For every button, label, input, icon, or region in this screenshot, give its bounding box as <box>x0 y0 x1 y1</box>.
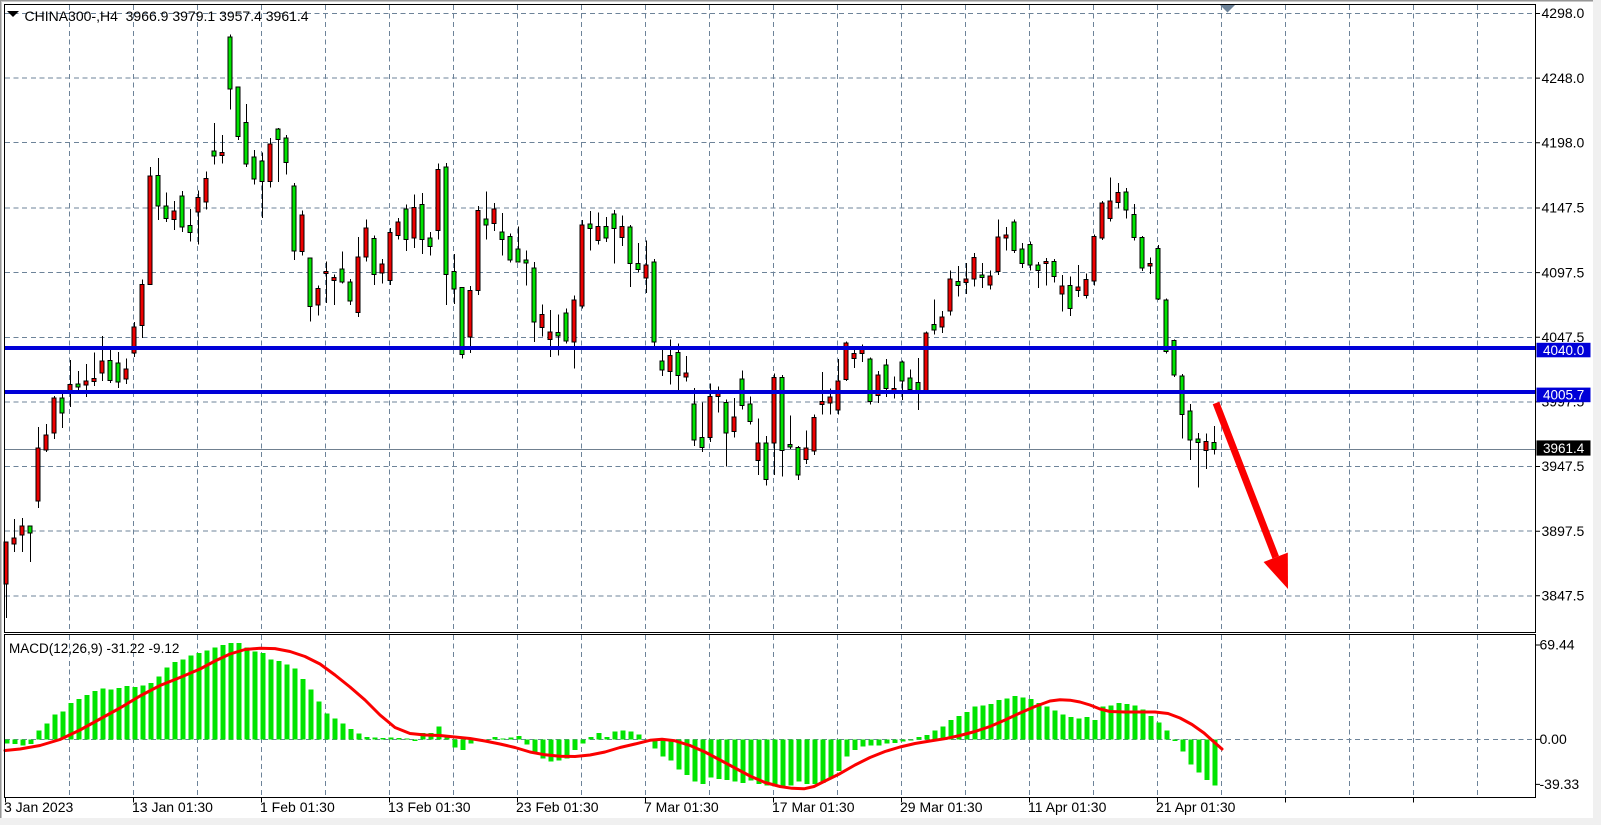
svg-text:3897.5: 3897.5 <box>1542 523 1585 539</box>
svg-text:3847.5: 3847.5 <box>1542 588 1585 604</box>
svg-text:11 Apr 01:30: 11 Apr 01:30 <box>1028 799 1107 815</box>
svg-text:4248.0: 4248.0 <box>1542 70 1585 86</box>
svg-text:4298.0: 4298.0 <box>1542 5 1585 21</box>
svg-text:3 Jan 2023: 3 Jan 2023 <box>4 799 73 815</box>
svg-text:CHINA300-,H4 3966.9 3979.1 39: CHINA300-,H4 3966.9 3979.1 3957.4 3961.4 <box>25 8 309 24</box>
svg-text:4047.5: 4047.5 <box>1542 329 1585 345</box>
svg-text:21 Apr 01:30: 21 Apr 01:30 <box>1156 799 1236 815</box>
svg-text:4097.5: 4097.5 <box>1542 264 1585 280</box>
svg-text:1 Feb 01:30: 1 Feb 01:30 <box>260 799 335 815</box>
svg-text:0.00: 0.00 <box>1540 731 1567 747</box>
svg-text:4040.0: 4040.0 <box>1543 343 1584 358</box>
svg-text:29 Mar 01:30: 29 Mar 01:30 <box>900 799 983 815</box>
svg-text:MACD(12,26,9) -31.22 -9.12: MACD(12,26,9) -31.22 -9.12 <box>9 641 179 656</box>
svg-text:23 Feb 01:30: 23 Feb 01:30 <box>516 799 599 815</box>
svg-text:13 Jan 01:30: 13 Jan 01:30 <box>132 799 213 815</box>
svg-text:3961.4: 3961.4 <box>1543 441 1585 456</box>
svg-text:69.44: 69.44 <box>1540 637 1575 653</box>
svg-text:-39.33: -39.33 <box>1540 776 1580 792</box>
svg-text:4147.5: 4147.5 <box>1542 200 1585 216</box>
svg-text:3947.5: 3947.5 <box>1542 458 1585 474</box>
svg-text:4198.0: 4198.0 <box>1542 134 1585 150</box>
svg-text:7 Mar 01:30: 7 Mar 01:30 <box>644 799 719 815</box>
svg-text:17 Mar 01:30: 17 Mar 01:30 <box>772 799 855 815</box>
svg-text:13 Feb 01:30: 13 Feb 01:30 <box>388 799 471 815</box>
svg-text:4005.7: 4005.7 <box>1543 388 1584 403</box>
